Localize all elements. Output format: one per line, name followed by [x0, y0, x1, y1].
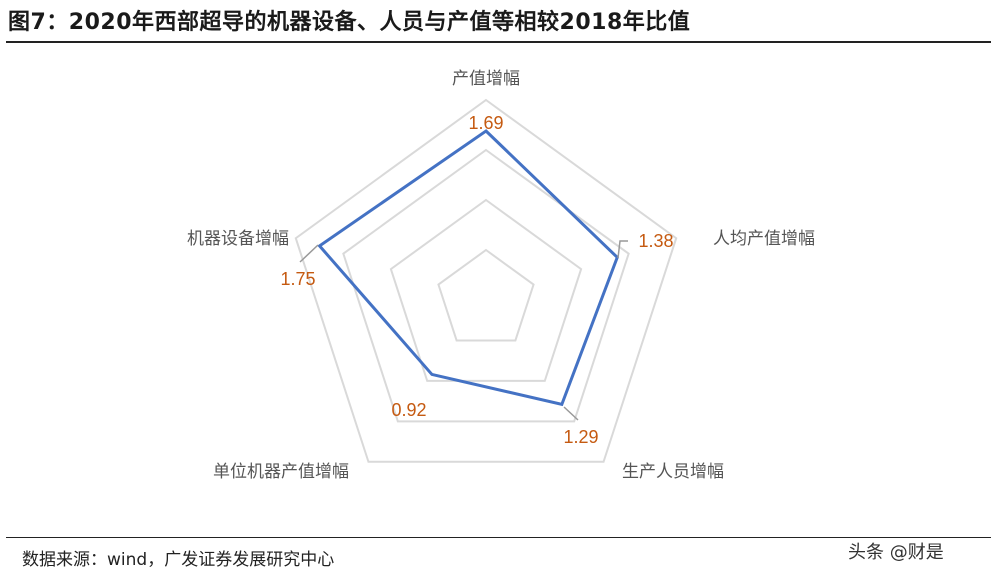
data-label: 1.29 — [563, 427, 598, 447]
series-line — [317, 129, 619, 407]
axis-label: 单位机器产值增幅 — [213, 462, 349, 482]
source-note: 数据来源：wind，广发证券发展研究中心 — [22, 550, 335, 570]
axis-label: 产值增幅 — [452, 69, 520, 89]
leader-line — [299, 244, 319, 263]
axis-label: 机器设备增幅 — [187, 229, 289, 249]
grid-ring — [389, 198, 583, 382]
data-label: 1.69 — [468, 113, 503, 133]
chart-title: 图7：2020年西部超导的机器设备、人员与产值等相较2018年比值 — [8, 10, 691, 35]
data-label: 1.38 — [638, 231, 673, 251]
data-label: 0.92 — [391, 400, 426, 420]
grid-ring — [437, 248, 535, 342]
axis-label: 人均产值增幅 — [713, 229, 815, 249]
watermark: 头条 @财是 — [848, 542, 944, 563]
footer-divider — [6, 537, 991, 538]
leader-line — [617, 240, 628, 259]
grid-ring — [342, 148, 630, 423]
leader-line — [563, 406, 579, 421]
grid-ring — [294, 98, 678, 463]
data-label: 1.75 — [280, 269, 315, 289]
axis-label: 生产人员增幅 — [622, 462, 724, 482]
title-divider — [6, 41, 991, 43]
